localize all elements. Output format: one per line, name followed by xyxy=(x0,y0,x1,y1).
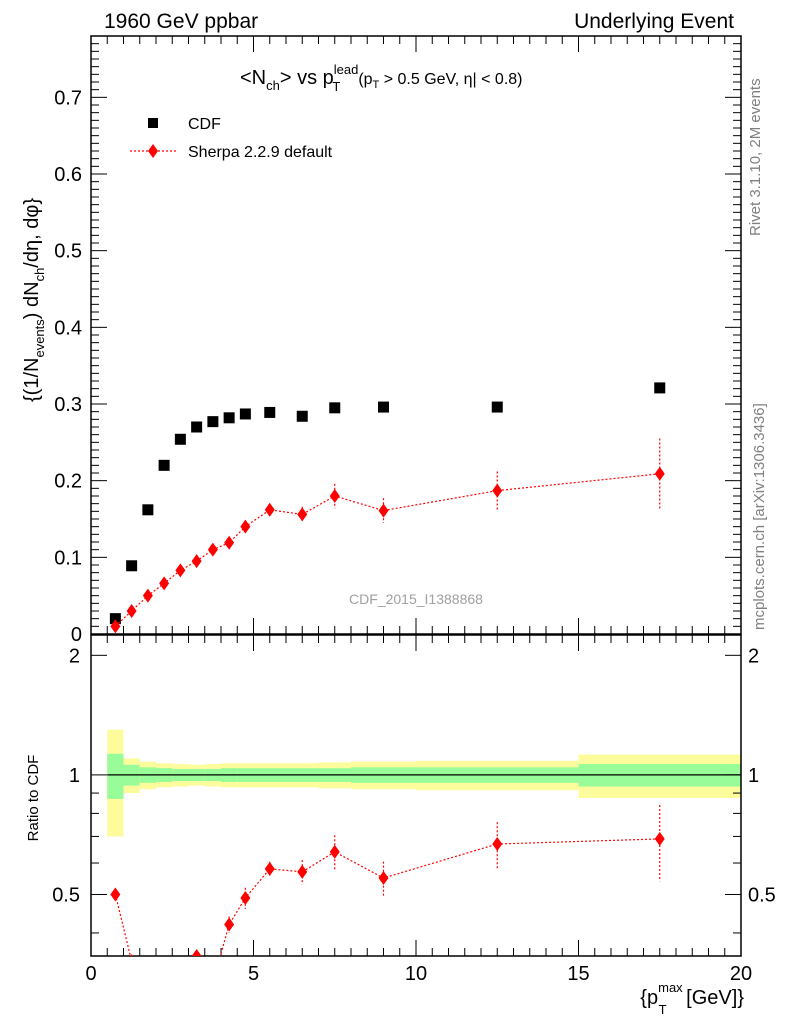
ratio-axes: 0 5 10 15 20 0.5 0.5 1 1 2 2 xyxy=(52,634,776,985)
ratio-sherpa-point xyxy=(329,844,340,859)
main-y-tick-label: 0 xyxy=(71,624,82,646)
sherpa-point xyxy=(240,519,251,534)
main-y-tick-label: 0.7 xyxy=(54,87,82,109)
main-y-tick-label: 0.5 xyxy=(54,241,82,263)
cdf-point xyxy=(142,504,154,516)
cdf-point xyxy=(109,613,121,625)
x-tick-label: 5 xyxy=(248,963,259,985)
header-right: Underlying Event xyxy=(574,10,734,33)
sherpa-point xyxy=(175,563,186,578)
cdf-point xyxy=(378,401,389,413)
cdf-point xyxy=(329,402,341,414)
sherpa-point xyxy=(126,604,137,618)
main-axes: 0 0.1 0.2 0.3 0.4 0.5 0.6 0.7 xyxy=(54,35,742,646)
rivet-label: Rivet 3.1.10, 2M events xyxy=(747,78,764,236)
ratio-y-tick-label: 0.5 xyxy=(52,884,80,906)
main-ylabel: {(1/Nevents) dNch/dη, dφ} xyxy=(21,198,47,402)
main-y-tick-label: 0.4 xyxy=(54,317,82,339)
cdf-point xyxy=(158,459,170,471)
x-tick-label: 0 xyxy=(85,963,96,985)
sherpa-point xyxy=(492,483,503,498)
band-stat-0 xyxy=(107,753,124,799)
sherpa-point xyxy=(207,542,218,557)
sherpa-point xyxy=(110,619,121,634)
ratio-sherpa-point xyxy=(130,954,134,956)
main-y-tick-label: 0.3 xyxy=(54,394,82,416)
sherpa-point xyxy=(329,489,340,503)
mcplots-label: mcplots.cern.ch [arXiv:1306.3436] xyxy=(751,403,768,630)
legend-marker-cdf xyxy=(148,118,158,128)
main-y-tick-label: 0.2 xyxy=(54,471,82,493)
ratio-y-tick-label: 2 xyxy=(69,645,80,667)
ratio-marks xyxy=(110,804,665,990)
sherpa-point xyxy=(159,576,170,591)
cdf-point xyxy=(126,560,138,572)
sherpa-point xyxy=(654,466,665,481)
ratio-sherpa-point xyxy=(264,861,275,876)
cdf-point xyxy=(654,382,666,394)
ratio-sherpa-point xyxy=(224,917,235,932)
cdf-point xyxy=(174,433,186,445)
cdf-point xyxy=(223,412,235,424)
cdf-point xyxy=(296,410,308,422)
sherpa-point xyxy=(142,588,153,603)
cdf-point xyxy=(191,421,203,433)
ratio-y-tick-label-right: 1 xyxy=(748,765,759,787)
sherpa-point xyxy=(191,554,202,569)
x-tick-label: 10 xyxy=(405,963,427,985)
ratio-sherpa-point xyxy=(240,890,251,905)
ratio-sherpa-point xyxy=(208,976,218,990)
x-tick-label: 15 xyxy=(567,963,589,985)
header-left: 1960 GeV ppbar xyxy=(104,10,258,33)
cdf-point xyxy=(264,406,276,418)
cdf-point xyxy=(207,416,219,428)
ratio-y-tick-label-right: 0.5 xyxy=(748,884,776,906)
legend-marker-sherpa xyxy=(148,144,158,158)
ratio-sherpa-point xyxy=(110,887,121,902)
main-y-tick-label: 0.1 xyxy=(54,547,82,569)
sherpa-point xyxy=(264,502,275,517)
sherpa-point xyxy=(297,507,308,522)
ratio-sherpa-point xyxy=(159,976,169,990)
sherpa-point xyxy=(378,503,389,518)
analysis-label: CDF_2015_I1388868 xyxy=(349,591,483,607)
ratio-sherpa-point xyxy=(175,959,185,973)
cdf-point xyxy=(491,401,503,413)
ratio-bands xyxy=(107,729,741,837)
main-y-tick-label: 0.6 xyxy=(54,164,82,186)
ratio-y-tick-label-right: 2 xyxy=(748,645,759,667)
ratio-sherpa-point xyxy=(191,949,202,956)
ratio-y-tick-label: 1 xyxy=(69,765,80,787)
ratio-sherpa-point xyxy=(378,871,389,886)
ratio-sherpa-point xyxy=(654,831,665,846)
main-marks xyxy=(109,382,666,634)
legend-label-sherpa: Sherpa 2.2.9 default xyxy=(188,144,333,161)
sherpa-point xyxy=(224,535,235,550)
ratio-sherpa-point xyxy=(492,836,503,851)
ratio-sherpa-line xyxy=(114,838,660,956)
ratio-xlabel: {pmax T [GeV]} xyxy=(640,980,744,1017)
legend-label-cdf: CDF xyxy=(188,116,221,133)
ratio-sherpa-point xyxy=(143,970,153,984)
main-plot-title: <Nch> vs plead T (pT > 0.5 GeV, η| < 0.8) xyxy=(240,62,523,94)
x-tick-label: 20 xyxy=(730,963,752,985)
ratio-ylabel: Ratio to CDF xyxy=(25,755,42,842)
ratio-sherpa-point xyxy=(297,864,308,879)
cdf-point xyxy=(239,408,251,420)
